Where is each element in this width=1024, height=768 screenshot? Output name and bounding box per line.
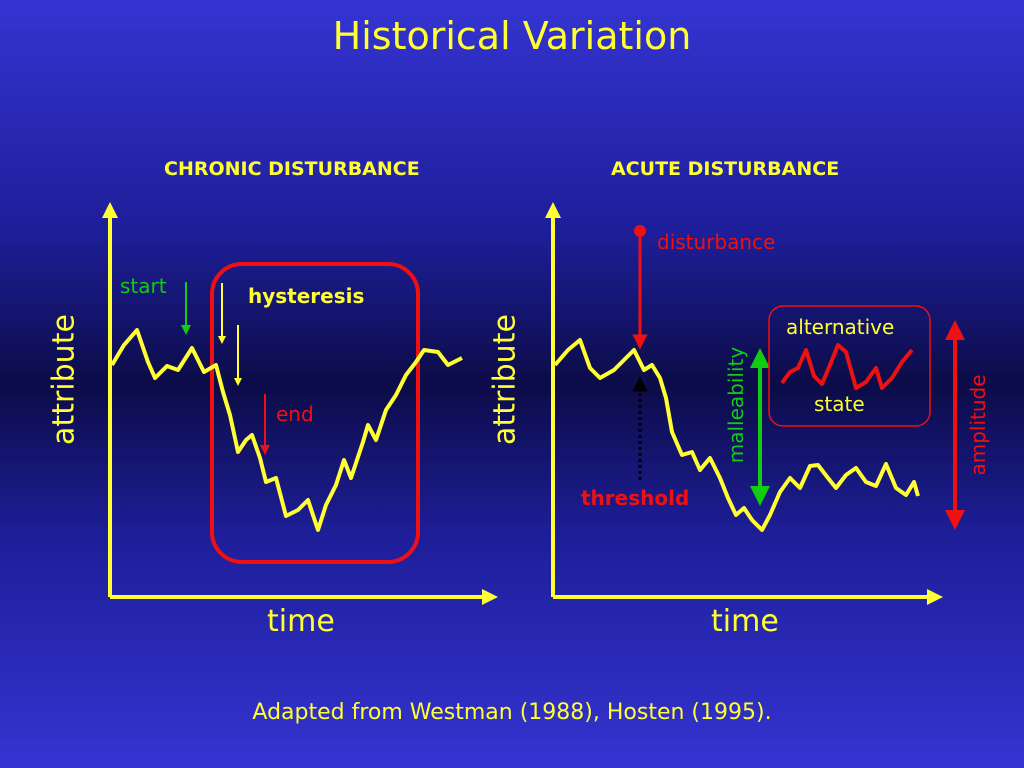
- acute-x-axis-label: time: [711, 604, 779, 639]
- amplitude-label: amplitude: [966, 374, 990, 476]
- state-label: state: [814, 392, 865, 416]
- chronic-y-axis-label: attribute: [46, 314, 82, 445]
- acute-y-axis-label: attribute: [487, 314, 523, 445]
- source-caption: Adapted from Westman (1988), Hosten (199…: [252, 700, 772, 725]
- chronic-attribute-curve: [110, 328, 463, 532]
- disturbance-label: disturbance: [657, 230, 776, 254]
- chronic-x-axis-label: time: [267, 604, 335, 639]
- alternative-state-box: [768, 305, 931, 427]
- alternative-label: alternative: [786, 315, 895, 339]
- malleability-label: malleability: [724, 346, 748, 464]
- slide-title: Historical Variation: [332, 14, 692, 58]
- end-label: end: [276, 402, 314, 426]
- hysteresis-box: [210, 262, 420, 564]
- chronic-panel-heading: CHRONIC DISTURBANCE: [164, 158, 420, 180]
- acute-attribute-curve: [553, 338, 920, 532]
- hysteresis-label: hysteresis: [248, 284, 365, 308]
- threshold-label: threshold: [581, 486, 690, 510]
- start-label: start: [120, 274, 167, 298]
- alternative-state-line: [780, 343, 914, 390]
- acute-panel-heading: ACUTE DISTURBANCE: [611, 158, 840, 180]
